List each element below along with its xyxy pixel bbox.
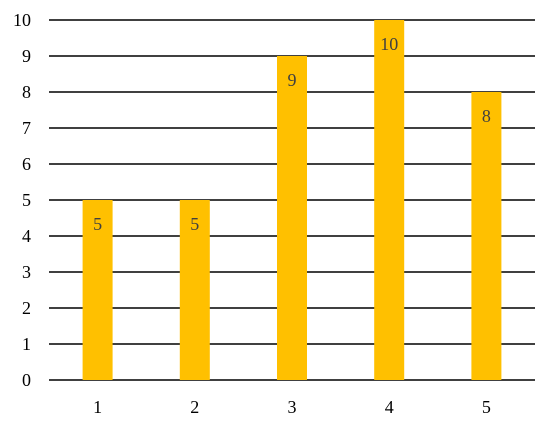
y-tick-label-0: 0	[22, 370, 31, 390]
bar-1	[82, 200, 113, 380]
x-tick-label-3: 3	[288, 397, 297, 417]
x-tick-label-2: 2	[190, 397, 199, 417]
data-labels: 5 5 9 10 8	[93, 34, 491, 234]
y-tick-label-3: 3	[22, 262, 31, 282]
y-tick-label-6: 6	[22, 154, 31, 174]
x-tick-label-5: 5	[482, 397, 491, 417]
bar-5	[471, 92, 502, 380]
data-label-3: 9	[288, 70, 297, 90]
y-tick-label-4: 4	[22, 226, 31, 246]
y-tick-label-1: 1	[22, 334, 31, 354]
data-label-5: 8	[482, 106, 491, 126]
x-axis-tick-labels: 1 2 3 4 5	[93, 397, 491, 417]
data-label-2: 5	[190, 214, 199, 234]
y-tick-label-10: 10	[13, 10, 31, 30]
bar-4	[374, 20, 405, 380]
y-tick-label-2: 2	[22, 298, 31, 318]
x-tick-label-4: 4	[385, 397, 394, 417]
y-tick-label-8: 8	[22, 82, 31, 102]
y-tick-label-7: 7	[22, 118, 31, 138]
bar-2	[179, 200, 210, 380]
bar-3	[277, 56, 307, 380]
data-label-1: 5	[93, 214, 102, 234]
x-tick-label-1: 1	[93, 397, 102, 417]
y-tick-label-9: 9	[22, 46, 31, 66]
y-axis-tick-labels: 0 1 2 3 4 5 6 7 8 9 10	[13, 10, 31, 390]
y-tick-label-5: 5	[22, 190, 31, 210]
bars	[82, 20, 502, 380]
data-label-4: 10	[380, 34, 398, 54]
